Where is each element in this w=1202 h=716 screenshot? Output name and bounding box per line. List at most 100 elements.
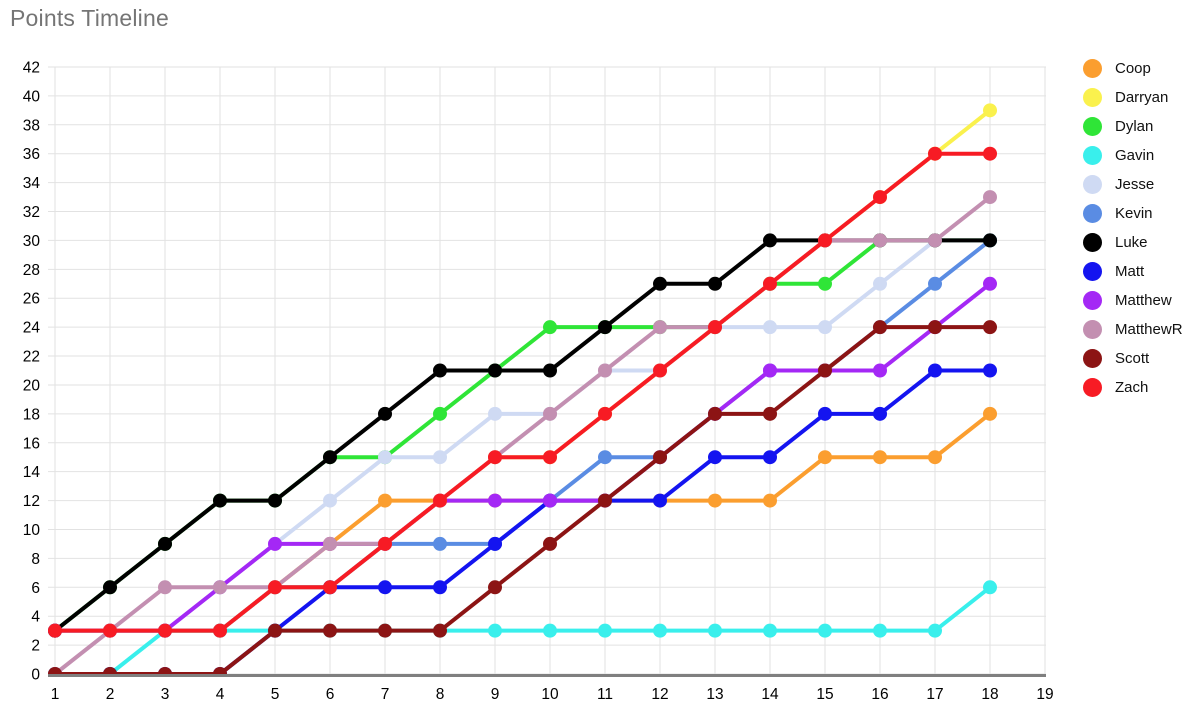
data-point <box>873 233 887 248</box>
data-point <box>378 493 392 508</box>
data-point <box>323 493 337 508</box>
legend-swatch-icon <box>1083 320 1102 339</box>
series-line-matthewr <box>53 195 992 676</box>
data-point <box>323 580 337 595</box>
x-axis-tick-label: 12 <box>651 686 668 703</box>
legend-swatch-icon <box>1083 59 1102 78</box>
legend-item-jesse: Jesse <box>1083 170 1183 199</box>
data-point <box>48 623 62 638</box>
data-point <box>873 450 887 465</box>
data-point <box>433 450 447 465</box>
data-point <box>928 450 942 465</box>
legend-label: Darryan <box>1115 89 1169 106</box>
data-point <box>873 276 887 291</box>
data-point <box>598 493 612 508</box>
data-point <box>653 320 667 335</box>
data-point <box>983 146 997 161</box>
data-point <box>983 406 997 421</box>
data-point <box>708 320 722 335</box>
legend-item-matt: Matt <box>1083 257 1183 286</box>
legend-item-matthewr: MatthewR <box>1083 315 1183 344</box>
legend-item-coop: Coop <box>1083 54 1183 83</box>
y-axis-tick-label: 34 <box>23 175 41 192</box>
y-axis-tick-label: 38 <box>23 117 40 134</box>
y-axis-tick-label: 24 <box>23 320 41 337</box>
legend-item-matthew: Matthew <box>1083 286 1183 315</box>
data-point <box>873 320 887 335</box>
y-axis-tick-label: 30 <box>23 233 41 250</box>
data-point <box>543 320 557 335</box>
series-plot-area <box>48 103 997 677</box>
page-title: Points Timeline <box>10 5 169 31</box>
data-point <box>708 623 722 638</box>
data-point <box>268 493 282 508</box>
x-axis-tick-label: 2 <box>106 686 115 703</box>
y-axis-tick-label: 8 <box>31 551 40 568</box>
y-axis-tick-label: 10 <box>23 522 41 539</box>
series-line-zach <box>53 151 992 633</box>
y-axis-tick-label: 6 <box>31 580 40 597</box>
data-point <box>983 276 997 291</box>
y-axis-tick-label: 26 <box>23 291 40 308</box>
data-point <box>488 580 502 595</box>
x-axis-tick-label: 11 <box>597 686 613 703</box>
x-axis-tick-label: 10 <box>541 686 559 703</box>
data-point <box>763 450 777 465</box>
data-point <box>433 363 447 378</box>
legend-item-darryan: Darryan <box>1083 83 1183 112</box>
data-point <box>818 406 832 421</box>
y-axis-tick-label: 42 <box>23 60 40 77</box>
data-point <box>763 406 777 421</box>
data-point <box>103 580 117 595</box>
data-point <box>323 623 337 638</box>
data-point <box>378 580 392 595</box>
data-point <box>928 320 942 335</box>
data-point <box>433 623 447 638</box>
data-point <box>763 276 777 291</box>
x-axis-tick-label: 3 <box>161 686 170 703</box>
data-point <box>103 623 117 638</box>
x-axis-tick-label: 15 <box>816 686 833 703</box>
series-line-matthew <box>53 281 992 633</box>
data-point <box>598 406 612 421</box>
data-point <box>873 190 887 205</box>
data-point <box>488 406 502 421</box>
legend-label: Jesse <box>1115 176 1155 193</box>
legend-swatch-icon <box>1083 233 1102 252</box>
series-matthewr <box>48 190 997 677</box>
x-axis-tick-label: 8 <box>436 686 445 703</box>
series-zach <box>48 146 997 638</box>
legend-swatch-icon <box>1083 146 1102 165</box>
data-point <box>543 406 557 421</box>
legend-swatch-icon <box>1083 175 1102 194</box>
y-axis-tick-label: 12 <box>23 493 40 510</box>
data-point <box>598 450 612 465</box>
y-axis-tick-label: 28 <box>23 262 40 279</box>
legend-label: Matthew <box>1115 292 1172 309</box>
legend-swatch-icon <box>1083 349 1102 368</box>
y-axis-tick-label: 4 <box>31 609 40 626</box>
data-point <box>763 363 777 378</box>
legend-swatch-icon <box>1083 204 1102 223</box>
data-point <box>763 320 777 335</box>
legend-label: Kevin <box>1115 205 1153 222</box>
data-point <box>928 363 942 378</box>
x-axis-tick-label: 13 <box>706 686 723 703</box>
data-point <box>543 623 557 638</box>
data-point <box>488 536 502 551</box>
data-point <box>708 276 722 291</box>
data-point <box>213 493 227 508</box>
data-point <box>213 623 227 638</box>
data-point <box>983 580 997 595</box>
data-point <box>873 623 887 638</box>
legend-label: Luke <box>1115 234 1148 251</box>
data-point <box>433 536 447 551</box>
data-point <box>378 450 392 465</box>
data-point <box>268 623 282 638</box>
legend-swatch-icon <box>1083 88 1102 107</box>
data-point <box>928 276 942 291</box>
data-point <box>873 406 887 421</box>
y-axis-tick-label: 0 <box>31 667 40 684</box>
